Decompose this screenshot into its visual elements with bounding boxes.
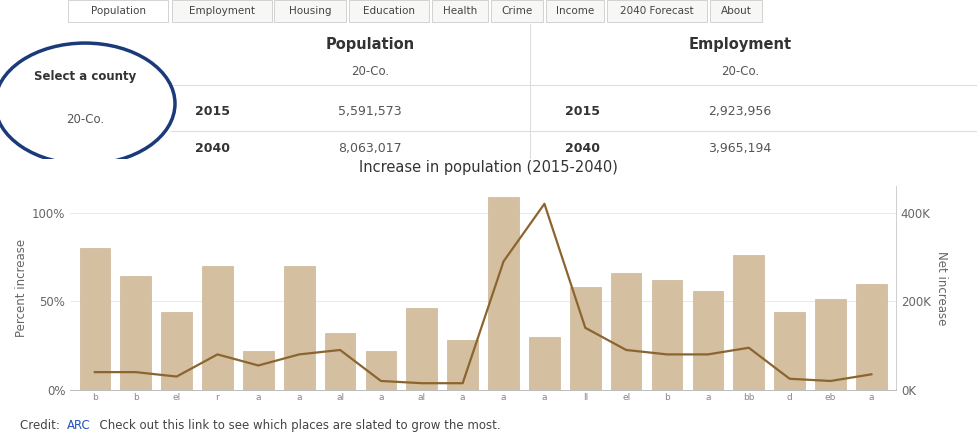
Y-axis label: Percent increase: Percent increase [15, 239, 28, 337]
Bar [734, 255, 764, 390]
Bar [161, 312, 191, 390]
Text: Check out this link to see which places are slated to grow the most.: Check out this link to see which places … [92, 419, 500, 432]
Text: Population: Population [325, 37, 414, 52]
FancyBboxPatch shape [274, 0, 346, 22]
FancyBboxPatch shape [546, 0, 604, 22]
Bar [284, 266, 315, 390]
Bar [856, 284, 887, 390]
FancyBboxPatch shape [172, 0, 272, 22]
Text: 5,591,573: 5,591,573 [338, 105, 402, 118]
Text: 2040: 2040 [565, 142, 600, 155]
FancyBboxPatch shape [349, 0, 429, 22]
Y-axis label: Net increase: Net increase [935, 251, 948, 325]
Text: Income: Income [556, 6, 594, 16]
Text: 8,063,017: 8,063,017 [338, 142, 402, 155]
Bar [815, 299, 846, 390]
Bar [447, 340, 478, 390]
FancyBboxPatch shape [432, 0, 488, 22]
Bar [652, 280, 682, 390]
Text: 2040 Forecast: 2040 Forecast [620, 6, 694, 16]
Bar [365, 351, 397, 390]
Bar [406, 308, 437, 390]
Bar [243, 351, 274, 390]
FancyBboxPatch shape [491, 0, 543, 22]
Bar [611, 273, 642, 390]
Text: 20-Co.: 20-Co. [721, 65, 759, 78]
Text: 2015: 2015 [565, 105, 600, 118]
Bar [570, 287, 601, 390]
Bar [202, 266, 233, 390]
Bar [324, 333, 356, 390]
Bar [488, 197, 519, 390]
Text: 20-Co.: 20-Co. [351, 65, 389, 78]
Text: Employment: Employment [689, 37, 791, 52]
Text: About: About [721, 6, 751, 16]
Text: Population: Population [91, 6, 146, 16]
Text: 20-Co.: 20-Co. [65, 113, 105, 126]
Bar [79, 248, 110, 390]
FancyBboxPatch shape [607, 0, 707, 22]
Text: Select a county: Select a county [34, 70, 136, 83]
Text: Crime: Crime [501, 6, 532, 16]
Bar [693, 291, 723, 390]
Bar [775, 312, 805, 390]
Text: Credit:: Credit: [20, 419, 64, 432]
Text: Health: Health [443, 6, 477, 16]
Bar [120, 276, 151, 390]
Text: 2,923,956: 2,923,956 [708, 105, 772, 118]
Text: Employment: Employment [189, 6, 255, 16]
Bar [530, 337, 560, 390]
Text: 2040: 2040 [195, 142, 230, 155]
Text: 3,965,194: 3,965,194 [708, 142, 772, 155]
FancyBboxPatch shape [710, 0, 762, 22]
FancyBboxPatch shape [68, 0, 168, 22]
Text: Housing: Housing [289, 6, 331, 16]
Text: 2015: 2015 [195, 105, 230, 118]
Text: Education: Education [363, 6, 415, 16]
Text: ARC: ARC [66, 419, 90, 432]
Text: Increase in population (2015-2040): Increase in population (2015-2040) [360, 160, 617, 175]
